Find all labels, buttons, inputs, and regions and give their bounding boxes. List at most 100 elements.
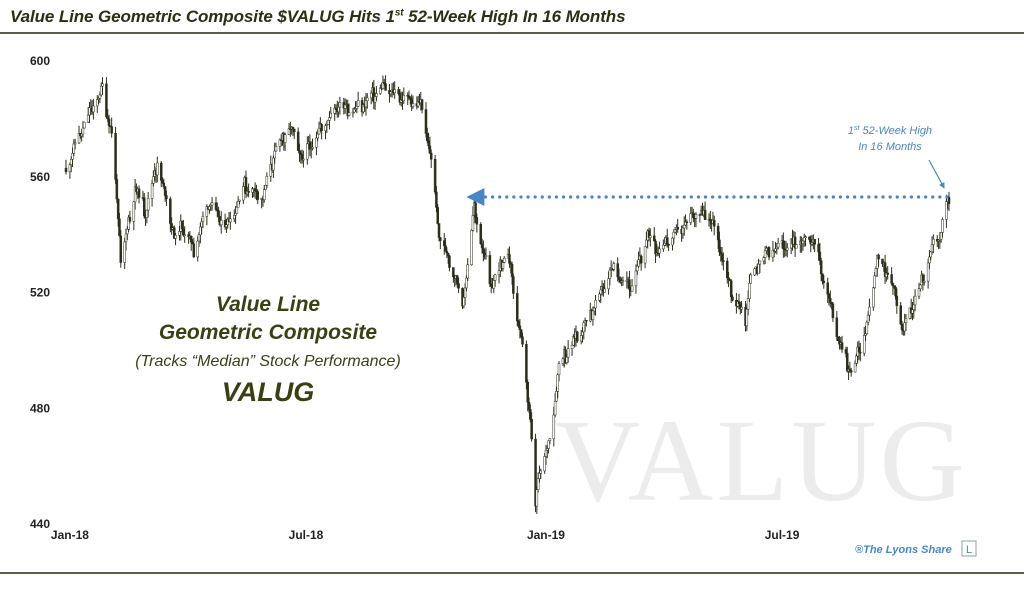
price-candle — [748, 283, 751, 299]
price-candle — [163, 186, 167, 196]
price-candle — [891, 283, 895, 287]
price-candle — [263, 189, 266, 201]
price-candle — [479, 224, 483, 245]
price-candle — [375, 93, 378, 97]
chart-title: Value Line Geometric Composite $VALUG Hi… — [10, 7, 626, 26]
price-candle — [306, 143, 309, 160]
price-candle — [654, 240, 657, 255]
callout-pointer — [928, 159, 945, 189]
price-candle — [80, 133, 83, 137]
price-candle — [827, 293, 831, 299]
price-candle — [337, 106, 340, 112]
price-candle — [818, 251, 822, 261]
price-candle — [197, 234, 201, 242]
price-candle — [326, 119, 330, 125]
price-candle — [947, 197, 951, 205]
price-candle — [238, 199, 241, 202]
price-candle — [426, 133, 429, 142]
price-candle — [64, 167, 68, 172]
price-candle — [116, 198, 120, 220]
price-candle — [484, 255, 488, 257]
price-candle — [124, 233, 128, 243]
price-candle — [369, 92, 373, 99]
price-candle — [317, 127, 321, 135]
price-candle — [137, 188, 141, 198]
price-candle — [591, 310, 595, 320]
price-series — [64, 75, 951, 514]
price-candle — [903, 322, 906, 332]
price-candle — [579, 335, 583, 342]
price-candle — [69, 158, 73, 165]
price-candle — [637, 259, 640, 267]
price-candle — [712, 219, 716, 227]
price-candle — [517, 320, 520, 327]
price-candle — [616, 263, 619, 278]
price-candle — [547, 440, 550, 449]
price-candle — [565, 356, 569, 363]
price-candle — [612, 263, 616, 270]
price-candle — [855, 355, 858, 364]
price-candle — [101, 83, 104, 87]
price-candle — [356, 100, 360, 107]
price-candle — [145, 209, 149, 218]
price-candle — [667, 244, 670, 246]
price-candle — [652, 235, 656, 242]
price-candle — [662, 244, 665, 250]
price-candle — [553, 400, 557, 416]
price-candle — [872, 287, 875, 308]
price-candle — [107, 118, 111, 127]
price-candle — [859, 351, 862, 354]
price-candle — [159, 162, 163, 181]
price-candle — [694, 214, 698, 219]
price-candle — [630, 285, 634, 292]
price-candle — [689, 213, 693, 223]
price-candle — [178, 231, 181, 236]
price-candle — [411, 103, 415, 107]
price-candle — [379, 87, 382, 94]
price-candle — [603, 288, 606, 293]
price-candle — [480, 243, 484, 249]
price-candle — [105, 83, 108, 118]
price-candle — [561, 358, 565, 364]
x-tick-label: Jan-18 — [51, 528, 89, 542]
price-candle — [519, 329, 523, 338]
price-candle — [475, 217, 479, 225]
x-axis: Jan-18 Jul-18 Jan-19 Jul-19 — [51, 528, 800, 542]
price-candle — [643, 246, 647, 264]
price-candle — [718, 239, 721, 253]
price-candle — [273, 150, 276, 159]
price-candle — [229, 218, 232, 223]
price-candle — [930, 244, 934, 253]
price-candle — [235, 206, 239, 214]
price-candle — [581, 331, 584, 336]
price-candle — [917, 288, 921, 297]
price-candle — [821, 273, 824, 282]
price-candle — [429, 152, 433, 160]
price-candle — [928, 256, 931, 264]
price-candle — [384, 83, 387, 91]
price-candle — [452, 267, 455, 278]
annotation-line-4: VALUG — [222, 377, 315, 407]
price-candle — [682, 224, 686, 229]
price-candle — [462, 297, 466, 307]
price-candle — [114, 132, 117, 180]
price-candle — [685, 221, 689, 224]
price-candle — [99, 85, 103, 96]
price-candle — [617, 276, 621, 280]
high-level-arrowhead — [466, 188, 485, 207]
price-candle — [126, 229, 129, 235]
price-candle — [446, 252, 450, 257]
price-candle — [749, 274, 752, 284]
annotation-line-2: Geometric Composite — [159, 321, 378, 344]
price-candle — [836, 336, 840, 341]
price-candle — [873, 275, 876, 289]
price-candle — [343, 104, 347, 109]
price-candle — [128, 217, 132, 222]
price-candle — [676, 226, 679, 230]
price-candle — [183, 234, 186, 236]
price-candle — [543, 456, 546, 472]
price-candle — [853, 362, 857, 373]
price-candle — [292, 128, 296, 133]
price-candle — [366, 97, 369, 101]
price-candle — [256, 191, 259, 200]
